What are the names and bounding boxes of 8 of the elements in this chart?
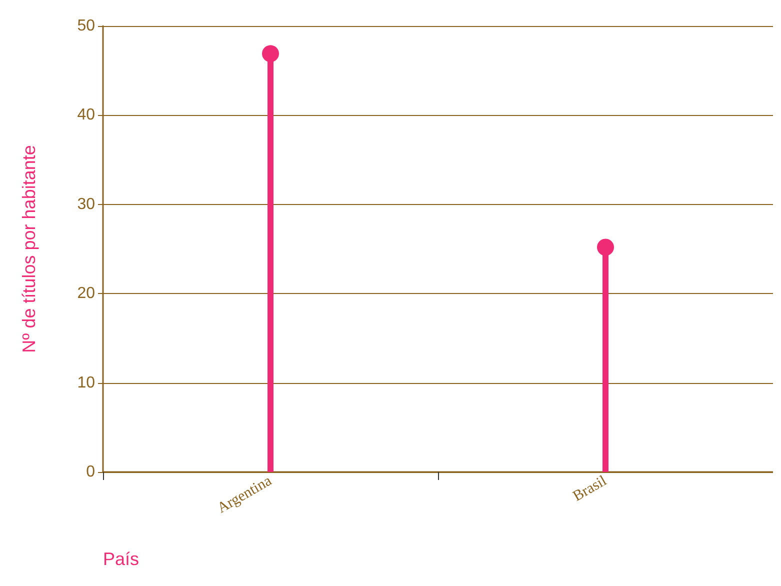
- x-axis-title: País: [103, 549, 140, 569]
- y-tick-label: 50: [77, 18, 96, 34]
- y-axis-title: Nº de títulos por habitante: [19, 145, 39, 353]
- y-tick-label: 10: [77, 374, 96, 392]
- y-tick-label: 30: [77, 196, 96, 213]
- y-tick-label: 20: [77, 285, 96, 302]
- y-tick-label: 0: [86, 464, 96, 480]
- y-tick-label: 40: [77, 106, 96, 124]
